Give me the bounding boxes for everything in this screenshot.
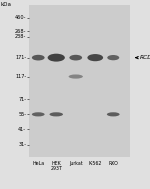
Ellipse shape bbox=[69, 55, 82, 60]
Ellipse shape bbox=[32, 55, 45, 60]
Text: K-562: K-562 bbox=[88, 161, 102, 166]
Ellipse shape bbox=[32, 112, 45, 116]
Text: 117-: 117- bbox=[15, 74, 26, 79]
Text: 268-: 268- bbox=[15, 29, 26, 34]
Text: 460-: 460- bbox=[15, 15, 26, 20]
Text: 71-: 71- bbox=[18, 97, 26, 102]
Text: HEK
293T: HEK 293T bbox=[50, 161, 62, 171]
Text: 171-: 171- bbox=[15, 55, 26, 60]
Ellipse shape bbox=[50, 112, 63, 116]
Text: 31-: 31- bbox=[18, 142, 26, 147]
FancyBboxPatch shape bbox=[28, 5, 130, 157]
Text: RCD8: RCD8 bbox=[140, 55, 150, 60]
Text: 55-: 55- bbox=[18, 112, 26, 117]
Text: 238-: 238- bbox=[15, 34, 26, 39]
Text: 41-: 41- bbox=[18, 127, 26, 132]
Ellipse shape bbox=[69, 74, 83, 79]
Text: Jurkat: Jurkat bbox=[69, 161, 83, 166]
Ellipse shape bbox=[107, 112, 120, 116]
Text: kDa: kDa bbox=[1, 2, 12, 7]
Text: RKO: RKO bbox=[108, 161, 118, 166]
Ellipse shape bbox=[87, 54, 103, 61]
Ellipse shape bbox=[48, 54, 65, 62]
Ellipse shape bbox=[107, 55, 119, 60]
Text: HeLa: HeLa bbox=[32, 161, 44, 166]
